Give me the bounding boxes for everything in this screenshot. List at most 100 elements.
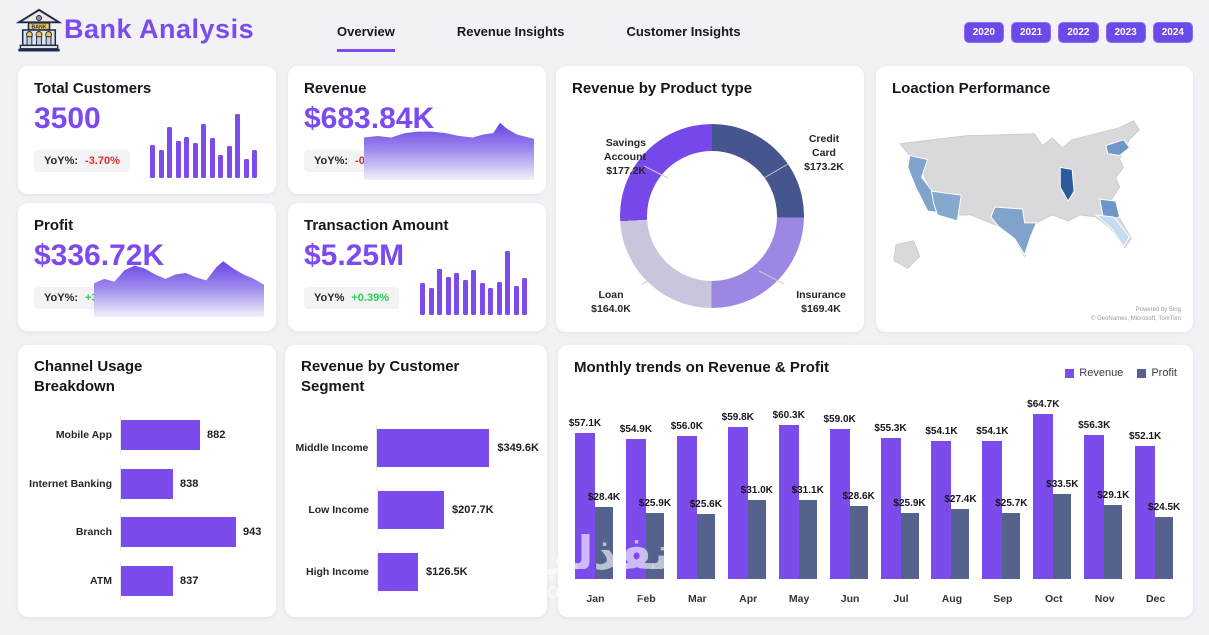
sparkline-bar-chart bbox=[150, 114, 262, 178]
month-revenue-bar[interactable] bbox=[727, 427, 748, 579]
revenue-value-label: $60.3K bbox=[772, 410, 805, 421]
sparkline-area-chart bbox=[94, 261, 264, 317]
tab-customer-insights[interactable]: Customer Insights bbox=[626, 24, 741, 39]
yoy-value: -3.70% bbox=[85, 155, 120, 167]
channel-category-label: Mobile App bbox=[55, 429, 112, 442]
month-profit-bar[interactable] bbox=[595, 507, 613, 579]
spark-bar bbox=[175, 140, 181, 178]
kpi-title: Total Customers bbox=[34, 80, 152, 97]
month-profit-bar[interactable] bbox=[798, 500, 817, 579]
channel-bar[interactable] bbox=[121, 517, 236, 548]
map-attribution: Powered by Bing © GeoNames, Microsoft, T… bbox=[1091, 307, 1181, 322]
channel-bar[interactable] bbox=[121, 565, 173, 596]
monthly-chart-title: Monthly trends on Revenue & Profit bbox=[574, 359, 830, 376]
profit-value-label: $33.5K bbox=[1046, 479, 1079, 490]
segment-category-label: High Income bbox=[305, 566, 369, 578]
donut-label-loan: Loan $164.0K bbox=[578, 288, 644, 316]
state-new-york[interactable] bbox=[1105, 139, 1131, 157]
kpi-title: Revenue bbox=[304, 80, 367, 97]
spark-bar bbox=[150, 144, 155, 178]
profit-value-label: $25.7K bbox=[995, 498, 1028, 509]
month-revenue-bar[interactable] bbox=[1033, 414, 1054, 579]
month-profit-bar[interactable] bbox=[645, 513, 664, 579]
month-profit-bar[interactable] bbox=[951, 509, 970, 579]
month-revenue-bar[interactable] bbox=[982, 441, 1003, 579]
profit-value-label: $28.4K bbox=[587, 492, 621, 503]
month-profit-bar[interactable] bbox=[900, 513, 919, 579]
year-button-2020[interactable]: 2020 bbox=[963, 22, 1004, 43]
tab-overview[interactable]: Overview bbox=[337, 24, 395, 52]
page-title: Bank Analysis bbox=[64, 14, 255, 44]
segment-bar-zone: $349.6K bbox=[376, 425, 539, 471]
state-florida[interactable] bbox=[1094, 214, 1131, 248]
revenue-value-label: $56.0K bbox=[670, 421, 703, 432]
segment-value-label: $207.7K bbox=[452, 504, 494, 516]
channel-value-label: 943 bbox=[243, 526, 262, 539]
channel-row: Internet Banking 838 bbox=[28, 464, 268, 503]
yoy-label: YoY%: bbox=[314, 155, 349, 167]
year-button-2022[interactable]: 2022 bbox=[1058, 22, 1099, 43]
month-profit-bar[interactable] bbox=[1002, 513, 1021, 579]
profit-value-label: $31.1K bbox=[791, 485, 824, 496]
month-revenue-bar[interactable] bbox=[1135, 446, 1156, 579]
month-profit-bar[interactable] bbox=[1104, 505, 1123, 579]
state-alaska[interactable] bbox=[893, 240, 921, 269]
month-profit-bar[interactable] bbox=[1155, 517, 1174, 579]
profit-value-label: $25.9K bbox=[638, 498, 672, 509]
year-button-2023[interactable]: 2023 bbox=[1105, 22, 1146, 43]
segment-category-label: Low Income bbox=[308, 504, 369, 516]
month-profit-bar[interactable] bbox=[747, 500, 766, 579]
month-axis-label: Aug bbox=[941, 593, 963, 605]
month-revenue-bar[interactable] bbox=[676, 436, 697, 579]
revenue-value-label: $59.0K bbox=[823, 414, 856, 425]
spark-bar bbox=[471, 270, 476, 315]
month-profit-bar[interactable] bbox=[849, 506, 868, 579]
kpi-card-transaction-amount: Transaction Amount $5.25M YoY% +0.39% bbox=[288, 203, 546, 331]
channel-bar[interactable] bbox=[121, 420, 200, 451]
revenue-value-label: $56.3K bbox=[1078, 420, 1111, 431]
segment-bar[interactable] bbox=[378, 491, 444, 529]
state-arizona[interactable] bbox=[930, 190, 962, 222]
channel-bar[interactable] bbox=[121, 468, 173, 499]
month-axis-label: Jun bbox=[840, 593, 860, 605]
donut-label-savings-account: Savings Account $177.2K bbox=[570, 136, 646, 179]
month-profit-bar[interactable] bbox=[1053, 494, 1072, 579]
month-revenue-bar[interactable] bbox=[1084, 435, 1105, 579]
month-revenue-bar[interactable] bbox=[778, 425, 799, 579]
state-illinois[interactable] bbox=[1059, 166, 1075, 203]
spark-bar bbox=[462, 279, 468, 315]
sparkline-area-chart bbox=[364, 122, 534, 180]
kpi-title: Transaction Amount bbox=[304, 217, 449, 234]
map-title: Loaction Performance bbox=[892, 80, 1051, 97]
nav-tabs: Overview Revenue Insights Customer Insight… bbox=[337, 24, 741, 52]
segment-bar[interactable] bbox=[377, 429, 490, 467]
profit-value-label: $28.6K bbox=[842, 491, 875, 502]
month-profit-bar[interactable] bbox=[696, 514, 715, 579]
channel-bar-zone: 882 bbox=[120, 416, 268, 455]
segment-bar[interactable] bbox=[378, 553, 418, 591]
spark-bar bbox=[445, 276, 451, 315]
month-revenue-bar[interactable] bbox=[931, 441, 952, 579]
channel-row: ATM 837 bbox=[28, 561, 268, 600]
us-map[interactable] bbox=[886, 114, 1183, 306]
legend-item-revenue: Revenue bbox=[1065, 367, 1123, 379]
year-button-2021[interactable]: 2021 bbox=[1011, 22, 1052, 43]
tab-revenue-insights[interactable]: Revenue Insights bbox=[456, 24, 565, 39]
state-texas[interactable] bbox=[990, 206, 1038, 256]
yoy-label: YoY%: bbox=[44, 292, 79, 304]
month-revenue-bar[interactable] bbox=[625, 439, 646, 579]
month-axis-label: Mar bbox=[687, 593, 707, 605]
month-revenue-bar[interactable] bbox=[575, 433, 595, 579]
revenue-value-label: $59.8K bbox=[721, 412, 754, 423]
year-filters: 2020 2021 2022 2023 2024 bbox=[963, 22, 1193, 43]
month-revenue-bar[interactable] bbox=[829, 429, 850, 579]
month-axis-label: Apr bbox=[739, 593, 758, 605]
profit-value-label: $31.0K bbox=[740, 485, 773, 496]
channel-bar-zone: 837 bbox=[120, 561, 268, 600]
month-revenue-bar[interactable] bbox=[880, 438, 901, 579]
customer-segment-card: Revenue by Customer Segment Middle Incom… bbox=[285, 345, 547, 617]
segment-value-label: $126.5K bbox=[426, 566, 468, 578]
segment-row: Low Income $207.7K bbox=[293, 487, 539, 533]
donut-chart-card: Revenue by Product type Savings Account … bbox=[556, 66, 864, 332]
year-button-2024[interactable]: 2024 bbox=[1152, 22, 1193, 43]
